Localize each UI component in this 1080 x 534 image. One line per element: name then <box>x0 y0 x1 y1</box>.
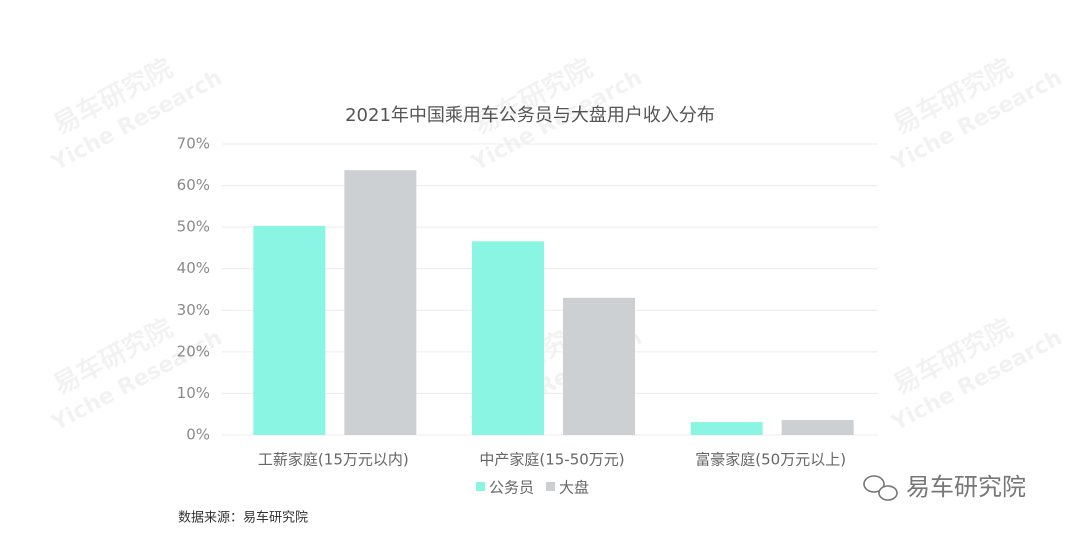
y-tick-label: 20% <box>177 342 210 360</box>
legend-swatch <box>546 482 556 491</box>
legend-label: 大盘 <box>559 479 589 497</box>
logo-text: 易车研究院 <box>906 473 1026 501</box>
chart-title: 2021年中国乘用车公务员与大盘用户收入分布 <box>345 105 715 126</box>
x-tick-label: 富豪家庭(50万元以上) <box>695 451 846 469</box>
bar <box>344 170 417 435</box>
y-tick-label: 30% <box>177 301 210 319</box>
bar <box>253 225 326 435</box>
y-tick-label: 60% <box>177 176 210 194</box>
y-tick-label: 0% <box>186 426 210 444</box>
y-tick-label: 70% <box>177 135 210 153</box>
x-tick-label: 工薪家庭(15万元以内) <box>258 451 409 469</box>
logo-icon <box>878 485 898 501</box>
legend-swatch <box>476 482 485 491</box>
legend-label: 公务员 <box>489 479 534 497</box>
y-tick-label: 40% <box>177 259 210 277</box>
source-note: 数据来源：易车研究院 <box>178 510 308 526</box>
bar <box>472 241 544 435</box>
logo-icon <box>863 475 885 493</box>
y-tick-label: 50% <box>177 218 210 236</box>
bar <box>781 420 854 435</box>
bar <box>690 422 763 435</box>
y-tick-label: 10% <box>177 384 210 402</box>
brand-logo: 易车研究院 <box>863 473 1026 501</box>
bar <box>563 297 635 435</box>
x-tick-label: 中产家庭(15-50万元) <box>479 451 624 469</box>
